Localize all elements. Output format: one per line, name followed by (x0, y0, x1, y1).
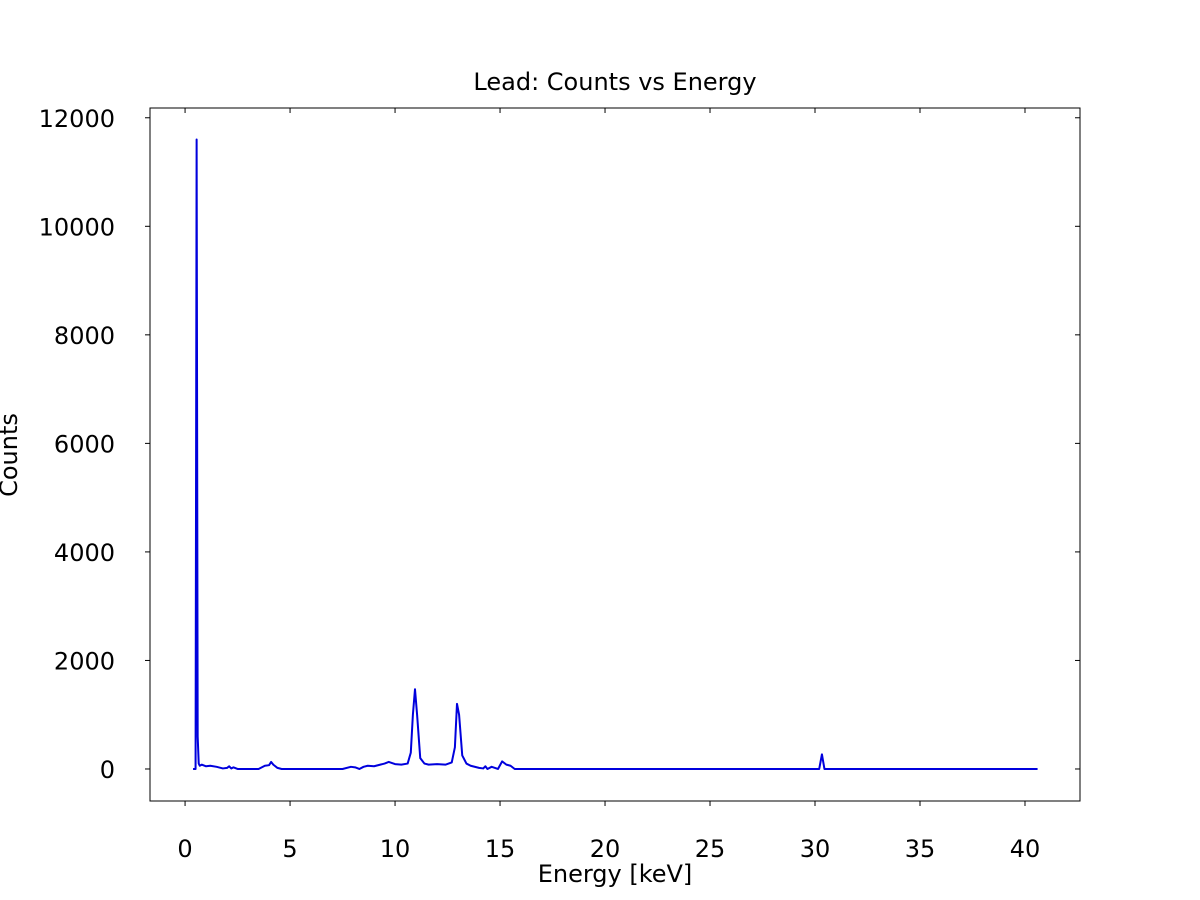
plot-frame (149, 107, 1081, 802)
x-tick-label: 0 (177, 835, 192, 863)
y-axis-label: Counts (0, 413, 23, 497)
y-tick-label: 6000 (54, 430, 115, 458)
y-tick-label: 0 (100, 756, 115, 784)
x-tick-label: 15 (485, 835, 516, 863)
x-tick-label: 5 (282, 835, 297, 863)
x-tick-label: 25 (695, 835, 726, 863)
x-tick-label: 40 (1010, 835, 1041, 863)
y-tick-label: 8000 (54, 322, 115, 350)
y-tick-label: 12000 (39, 105, 115, 133)
x-axis-label: Energy [keV] (538, 860, 693, 888)
data-line (193, 138, 1038, 770)
chart-title: Lead: Counts vs Energy (473, 68, 756, 96)
x-tick-label: 10 (380, 835, 411, 863)
y-tick-label: 2000 (54, 647, 115, 675)
y-tick-label: 4000 (54, 539, 115, 567)
x-tick-label: 35 (905, 835, 936, 863)
x-tick-label: 20 (590, 835, 621, 863)
x-tick-label: 30 (800, 835, 831, 863)
y-tick-label: 10000 (39, 213, 115, 241)
